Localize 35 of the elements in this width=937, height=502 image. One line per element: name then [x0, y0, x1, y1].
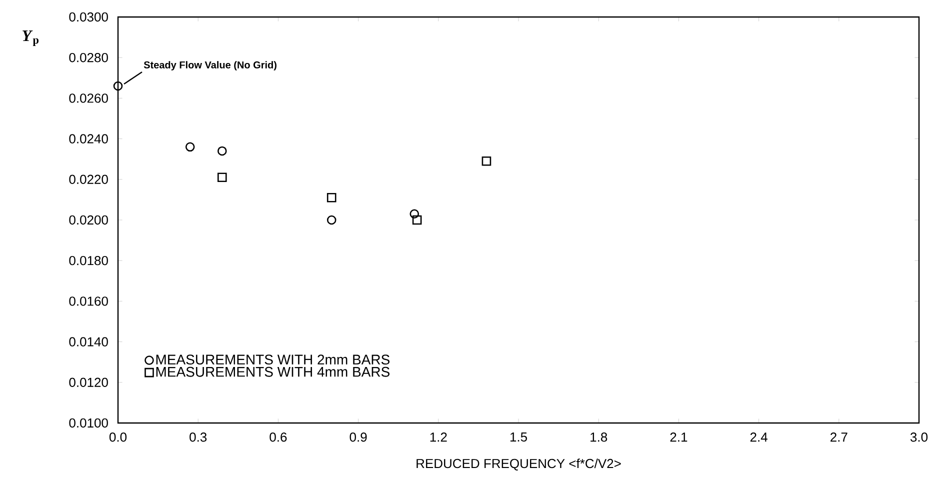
y-tick-label: 0.0260	[69, 94, 108, 103]
point	[412, 215, 422, 225]
x-tick-label: 1.2	[430, 432, 447, 442]
x-tick-label: 0.3	[190, 432, 207, 442]
x-tick-label: 2.4	[750, 432, 768, 442]
legend-label: MEASUREMENTS WITH 4mm BARS	[156, 366, 390, 377]
x-tick-label: 0.6	[270, 432, 287, 442]
y-axis-title: Y$_{p}$	[22, 30, 39, 46]
legend-label: MEASUREMENTS WITH 2mm BARS	[156, 354, 390, 365]
y-tick-label: 0.0300	[69, 12, 108, 22]
point	[217, 172, 227, 182]
point	[482, 156, 492, 166]
x-axis-title: REDUCED FREQUENCY <f*C/V2>	[416, 458, 621, 470]
x-tick-label: 2.1	[670, 432, 688, 442]
x-tick-label: 3.0	[910, 432, 928, 442]
point	[185, 142, 195, 152]
y-tick-label: 0.0100	[69, 418, 108, 428]
x-tick-label: 0.9	[350, 432, 367, 442]
y-tick-label: 0.0180	[69, 256, 108, 266]
point	[326, 193, 336, 202]
x-tick-label: 1.5	[510, 432, 527, 442]
point	[410, 209, 420, 219]
y-tick-label: 0.0160	[69, 296, 108, 306]
y-tick-label: 0.0200	[69, 215, 108, 225]
x-tick-label: 2.7	[830, 432, 848, 442]
annotation: Steady Flow Value (No Grid)	[144, 61, 276, 70]
x-tick-label: 0.0	[109, 432, 127, 442]
point	[217, 146, 227, 156]
point	[326, 215, 336, 225]
y-tick-label: 0.0120	[69, 378, 108, 387]
y-tick-label: 0.0280	[69, 52, 108, 62]
y-tick-label: 0.0140	[69, 337, 108, 346]
x-tick-label: 1.8	[590, 432, 608, 442]
y-tick-label: 0.0240	[69, 134, 108, 144]
y-tick-label: 0.0220	[69, 174, 108, 184]
